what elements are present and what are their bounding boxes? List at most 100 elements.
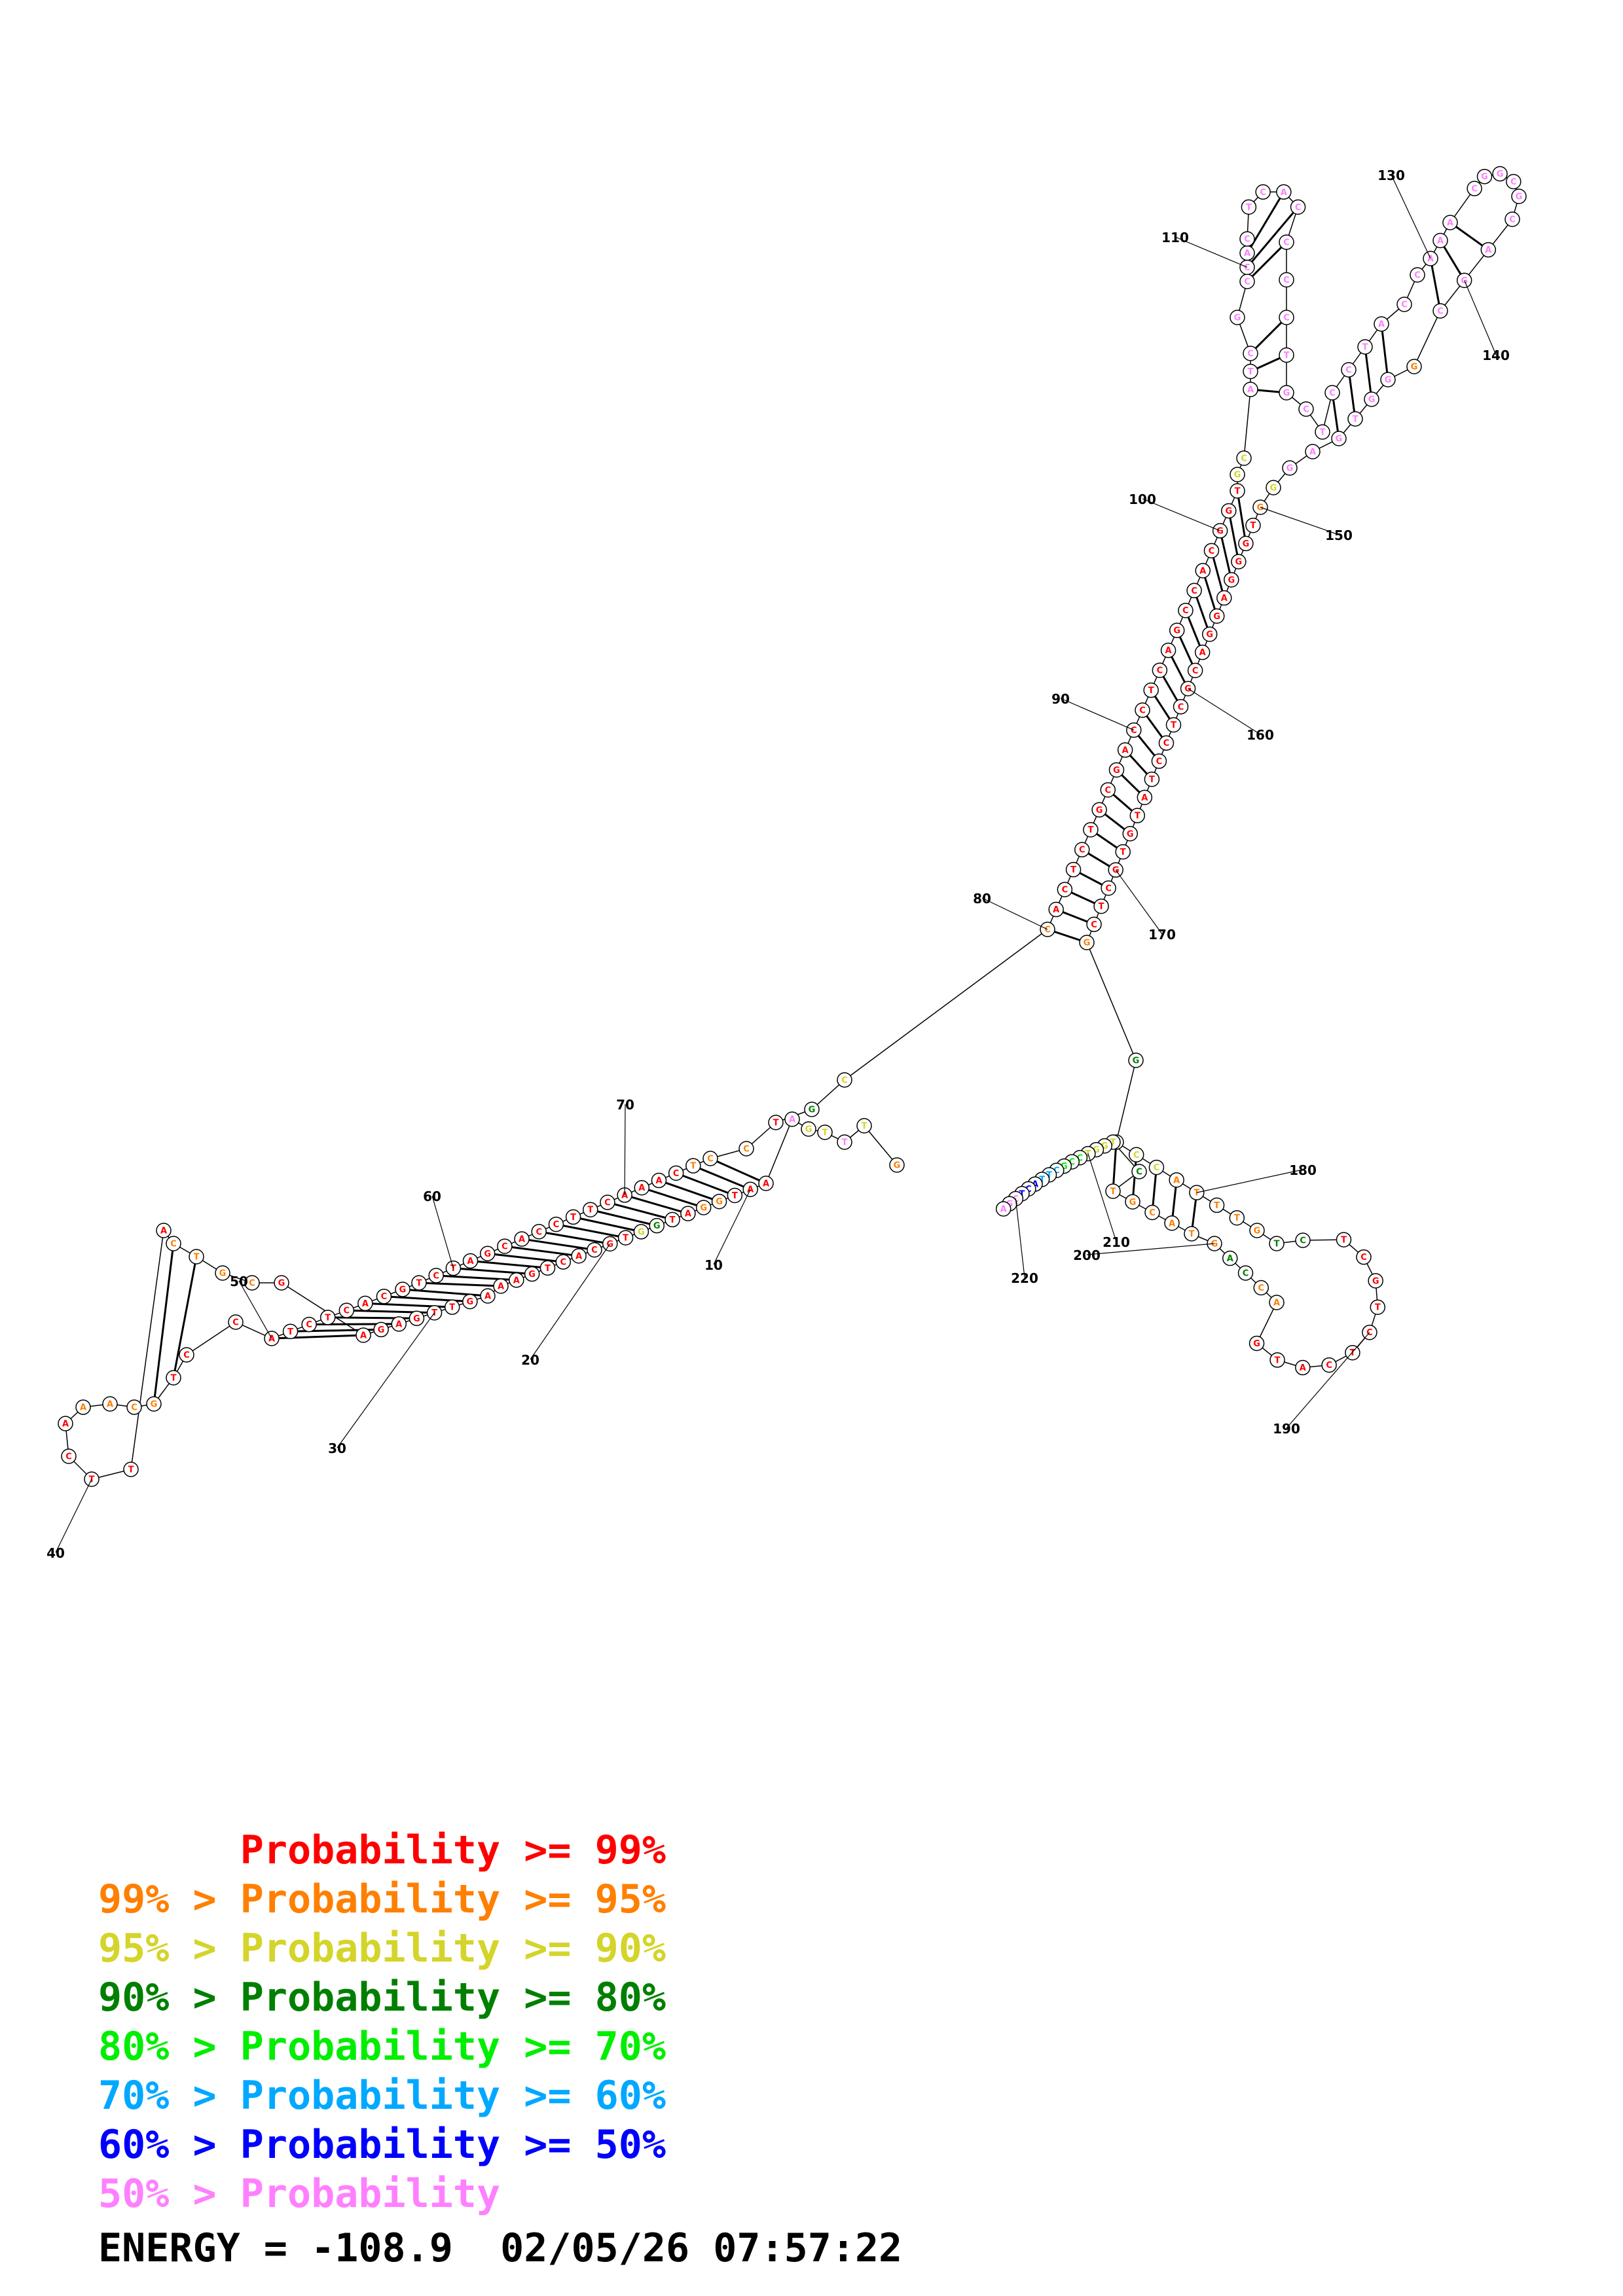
nucleotide-104: C [1236, 450, 1252, 466]
nucleotide-circle [1295, 1232, 1311, 1248]
position-leader-line [1391, 174, 1431, 259]
nucleotide-letter: A [763, 1179, 769, 1189]
nucleotide-circle [1269, 1352, 1285, 1368]
base-pair-bond [504, 1245, 579, 1257]
nucleotide-circle [1476, 168, 1493, 185]
nucleotide-letter: T [1214, 1201, 1220, 1211]
nucleotide-circle [1279, 385, 1294, 401]
nucleotide-circle [1194, 644, 1211, 660]
nucleotide-77: T [768, 1115, 784, 1130]
nucleotide-171: C [1101, 880, 1116, 896]
nucleotide-letter: G [1243, 539, 1250, 549]
nucleotide-43: A [75, 1399, 91, 1415]
nucleotide-circle [1295, 1359, 1311, 1376]
nucleotide-circle [61, 1448, 77, 1464]
position-leader-line [1060, 698, 1135, 731]
base-pair-bond [1246, 241, 1288, 283]
legend-label: Probability >= 95% [240, 1876, 666, 1922]
nucleotide-75: C [702, 1151, 718, 1166]
legend-prefix: 60% > [98, 2122, 240, 2168]
nucleotide-letter: G [1093, 1145, 1100, 1155]
nucleotide-circle [1152, 662, 1168, 678]
nucleotide-circle [1122, 826, 1138, 842]
nucleotide-circle [493, 1278, 509, 1294]
nucleotide-circle [409, 1310, 425, 1327]
nucleotide-59: C [428, 1268, 444, 1283]
nucleotide-circle [1279, 234, 1294, 250]
nucleotide-13: T [665, 1211, 680, 1228]
nucleotide-letter: T [449, 1303, 455, 1313]
nucleotide-letter: C [1053, 1166, 1060, 1176]
nucleotide-circle [995, 1201, 1012, 1217]
base-pair-bond [607, 1201, 673, 1221]
nucleotide-circle [338, 1302, 355, 1318]
nucleotide-circle [376, 1288, 392, 1304]
nucleotide-circle [1144, 1204, 1160, 1221]
nucleotide-letter: T [1135, 812, 1140, 821]
position-label-110: 110 [1161, 230, 1189, 245]
position-label-90: 90 [1051, 691, 1070, 707]
nucleotide-97: C [1186, 583, 1202, 599]
backbone-segment [1086, 942, 1137, 1061]
nucleotide-letter: T [1275, 1355, 1281, 1365]
nucleotide-circle [1195, 563, 1211, 579]
nucleotide-circle [1209, 1197, 1225, 1213]
nucleotide-circle [555, 1254, 572, 1270]
nucleotide-letter: C [1283, 238, 1290, 248]
nucleotide-193: A [1295, 1359, 1311, 1376]
base-pair-bond [453, 1267, 532, 1276]
nucleotide-letter: C [1044, 925, 1051, 935]
nucleotide-circle [1480, 242, 1497, 258]
nucleotide-149: G [1266, 480, 1281, 495]
position-leader-line [1175, 236, 1248, 268]
nucleotide-circle [1125, 1194, 1140, 1210]
nucleotide-16: T [617, 1230, 634, 1246]
nucleotide-25: A [480, 1288, 496, 1304]
nucleotide-142: G [1406, 359, 1422, 374]
position-labels: 10 20 30 40 50 60 70 80 90 100 110 130 140 150 160 170 1… [46, 168, 1510, 1561]
nucleotide-circle [1128, 1052, 1144, 1068]
nucleotide-letter: G [1411, 363, 1418, 372]
position-label-150: 150 [1325, 528, 1353, 543]
nucleotide-letter: T [1099, 902, 1104, 912]
nucleotide-116: C [1290, 199, 1306, 215]
base-pair-bond [1211, 550, 1226, 598]
nucleotide-letter: T [431, 1308, 437, 1318]
nucleotide-circle [1321, 1357, 1337, 1373]
nucleotide-145: T [1347, 411, 1363, 427]
nucleotide-circle [837, 1134, 852, 1150]
nucleotide-73: C [668, 1165, 684, 1181]
nucleotide-circle [856, 1118, 872, 1134]
nucleotide-circle [428, 1268, 444, 1283]
nucleotide-circle [1290, 199, 1306, 215]
nucleotide-circle [146, 1396, 162, 1412]
nucleotide-205: T [1105, 1183, 1121, 1199]
nucleotide-letter: G [1234, 314, 1241, 323]
nucleotide-127: A [1374, 316, 1389, 332]
nucleotide-letter: A [1169, 1219, 1175, 1229]
nucleotide-letter: A [575, 1251, 582, 1261]
nucleotide-133: C [1467, 181, 1482, 196]
position-label-170: 170 [1148, 927, 1176, 942]
nucleotide-circle [1091, 802, 1107, 818]
nucleotide-172: T [1093, 898, 1109, 914]
nucleotide-138: C [1504, 211, 1520, 227]
nucleotide-circle [301, 1316, 317, 1333]
nucleotide-letter: T [862, 1122, 867, 1132]
nucleotide-circle [462, 1253, 479, 1269]
nucleotide-letter: A [638, 1183, 645, 1193]
position-label-10: 10 [704, 1257, 723, 1273]
backbone-segment [765, 1119, 793, 1184]
position-leader-line [530, 1244, 611, 1360]
nucleotide-circle [479, 1246, 496, 1262]
nucleotide-185: C [1295, 1232, 1311, 1248]
nucleotide-letter: C [1104, 785, 1111, 795]
nucleotide-107: C [1243, 346, 1258, 361]
nucleotide-circle [1432, 232, 1448, 249]
nucleotide-letter: G [1385, 376, 1392, 386]
nucleotide-circle [727, 1187, 743, 1204]
nucleotide-letter: G [1211, 1240, 1218, 1249]
nucleotide-letter: C [1178, 702, 1184, 712]
probability-legend: Probability >= 99% 99% > Probability >= 9… [98, 1826, 666, 2219]
nucleotide-106: T [1243, 363, 1258, 380]
